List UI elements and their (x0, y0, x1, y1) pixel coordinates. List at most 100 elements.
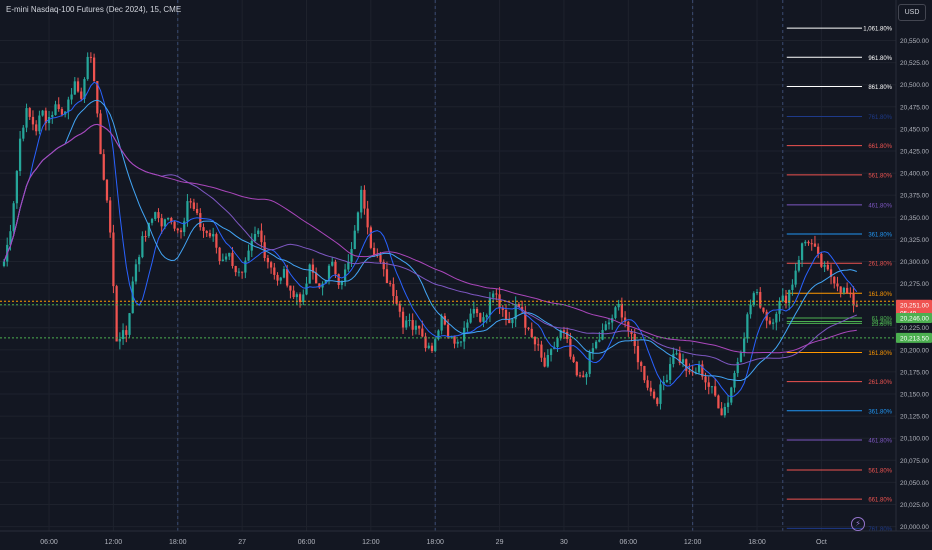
candle-body (446, 324, 450, 338)
candle-body (778, 301, 781, 314)
candle-body (286, 269, 289, 286)
candle-body (421, 328, 424, 337)
candle-body (453, 336, 456, 344)
candle-body (38, 115, 41, 132)
candle-body (324, 279, 327, 284)
price-tick-label: 20,050.00 (900, 480, 929, 487)
candle-body (659, 384, 662, 404)
lightning-bolt-icon[interactable]: ⚡ (851, 517, 865, 531)
candle-body (2, 261, 6, 266)
fib-level-label: 761.80% (868, 115, 892, 121)
candle-body (414, 325, 418, 330)
candle-body (369, 227, 372, 248)
candle-body (112, 232, 115, 287)
horizontal-lines (0, 300, 896, 339)
candle-body (678, 353, 681, 363)
candle-body (183, 221, 186, 233)
candle-body (150, 218, 154, 223)
price-tick-label: 20,500.00 (900, 82, 929, 89)
candle-body (617, 303, 620, 308)
candle-body (315, 272, 318, 284)
candle-body (743, 338, 746, 353)
candle-body (392, 284, 395, 297)
candle-body (208, 233, 212, 237)
candle-body (31, 116, 35, 125)
candle-body (669, 364, 672, 381)
candle-body (250, 240, 253, 251)
candle-body (199, 213, 202, 228)
candle-body (662, 381, 665, 385)
price-tick-label: 20,175.00 (900, 369, 929, 376)
price-tag-label: 20,246.00 (900, 316, 929, 323)
candle-body (820, 253, 823, 267)
time-tick-label: 27 (238, 539, 246, 546)
moving-average-line (3, 99, 857, 381)
candle-body (620, 303, 623, 318)
candle-body (276, 274, 279, 281)
price-tick-label: 20,100.00 (900, 436, 929, 443)
candle-body (459, 341, 463, 343)
candle-body (35, 124, 38, 132)
candle-body (775, 313, 778, 323)
price-tick-label: 20,350.00 (900, 215, 929, 222)
candle-body (527, 327, 530, 329)
candle-body (652, 391, 656, 399)
candle-body (115, 286, 118, 342)
candle-body (614, 307, 617, 318)
candle-body (292, 290, 295, 298)
candle-body (289, 285, 292, 291)
time-tick-label: 06:00 (298, 539, 316, 546)
candle-body (411, 320, 414, 330)
candle-body (591, 348, 595, 353)
candle-body (253, 234, 257, 241)
candle-body (804, 241, 807, 244)
time-axis[interactable]: 06:00 12:00 18:00 27 06:00 12:00 18:00 29 30 06:0… (0, 530, 932, 550)
candle-body (498, 294, 501, 309)
candle-body (218, 247, 221, 262)
candle-body (749, 304, 752, 315)
candle-body (762, 307, 765, 312)
price-tick-label: 20,225.00 (900, 325, 929, 332)
price-axis[interactable]: 20,000.00 20,025.00 20,050.00 20,075.00 20,1… (895, 0, 932, 550)
candle-body (430, 345, 434, 351)
candle-body (405, 320, 408, 328)
candle-body (479, 313, 482, 322)
candle-body (672, 353, 675, 365)
candle-body (334, 261, 337, 275)
candle-body (495, 293, 498, 295)
candle-body (675, 353, 678, 355)
candle-body (585, 373, 588, 378)
candle-body (273, 267, 276, 275)
candle-body (366, 208, 369, 228)
candle-body (70, 94, 73, 100)
candle-body (173, 221, 176, 229)
candle-body (594, 341, 598, 349)
candle-body (389, 283, 392, 285)
candle-body (247, 250, 250, 261)
candle-body (109, 200, 112, 233)
fib-level-label: 461.80% (868, 203, 892, 209)
currency-button[interactable]: USD (898, 4, 926, 21)
candle-body (385, 269, 389, 284)
candle-body (408, 320, 411, 322)
candle-body (533, 337, 537, 345)
candle-body (575, 362, 578, 376)
time-tick-label: 06:00 (40, 539, 58, 546)
fib-level-label: 1,061.80% (863, 27, 892, 33)
fib-level-label: 861.80% (868, 85, 892, 91)
candle-body (241, 271, 244, 273)
candle-body (215, 234, 218, 248)
candle-body (514, 304, 517, 320)
candle-body (160, 218, 163, 227)
time-tick-label: 06:00 (620, 539, 638, 546)
fib-level-label: 561.80% (868, 469, 892, 475)
candle-body (501, 308, 504, 310)
candle-body (118, 338, 121, 342)
candle-body (382, 261, 385, 270)
candle-body (685, 359, 688, 371)
candle-body (588, 352, 591, 374)
fib-level-label: 761.80% (868, 527, 892, 533)
fib-level-label: 661.80% (868, 498, 892, 504)
